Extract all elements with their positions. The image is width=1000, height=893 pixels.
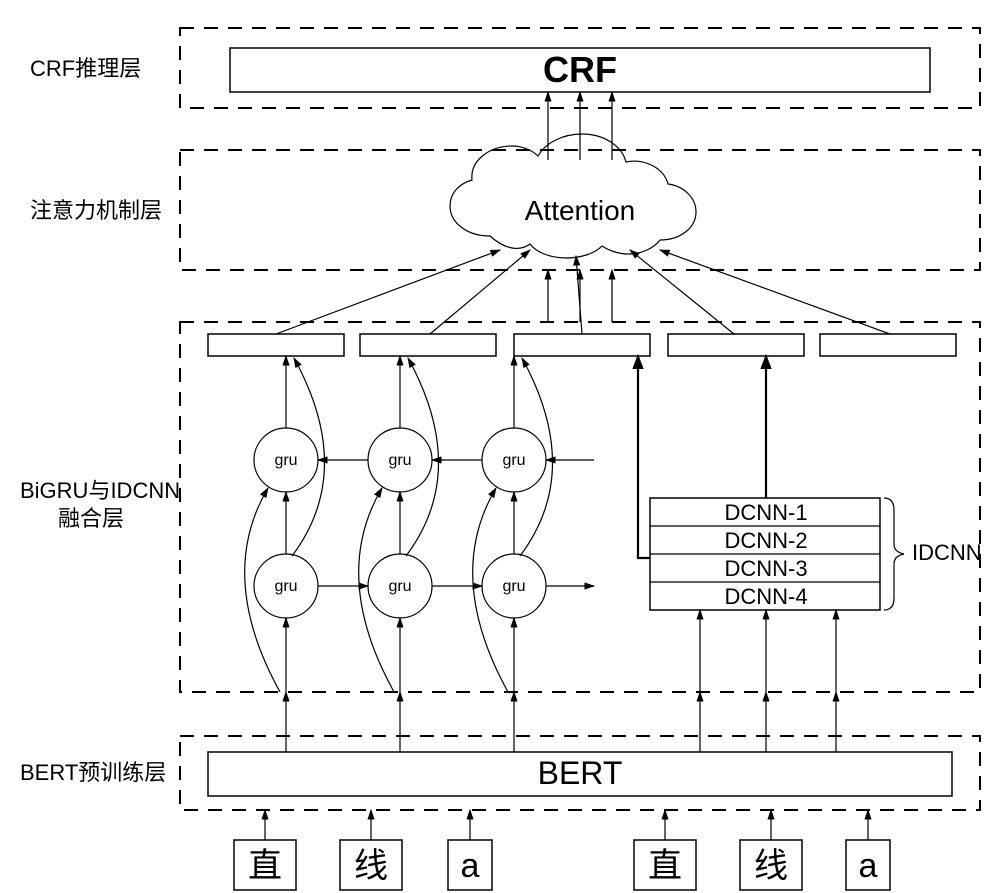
input-tokens: 直线a直线a — [234, 810, 890, 890]
dcnn-row-0: DCNN-1 — [724, 500, 807, 525]
bert-title: BERT — [538, 755, 623, 791]
arrows-attention-to-crf — [548, 92, 612, 160]
svg-text:gru: gru — [274, 452, 297, 469]
fusion-layer-label-1: BiGRU与IDCNN — [20, 478, 180, 503]
output-bars — [208, 334, 956, 356]
arrows-bert-to-fusion — [286, 692, 836, 752]
crf-layer-label: CRF推理层 — [30, 56, 141, 81]
svg-text:线: 线 — [754, 847, 788, 885]
svg-text:gru: gru — [502, 452, 525, 469]
arrows-into-idcnn — [700, 610, 836, 692]
svg-text:a: a — [859, 847, 878, 885]
fusion-layer-label-2: 融合层 — [58, 506, 124, 531]
dcnn-row-1: DCNN-2 — [724, 528, 807, 553]
svg-text:直: 直 — [648, 847, 682, 885]
svg-text:a: a — [461, 847, 480, 885]
idcnn-brace-label: IDCNN — [912, 540, 982, 565]
attention-layer-label: 注意力机制层 — [30, 198, 162, 223]
svg-text:线: 线 — [354, 847, 388, 885]
attention-cloud: Attention — [450, 134, 696, 258]
dcnn-row-2: DCNN-3 — [724, 556, 807, 581]
svg-text:gru: gru — [388, 578, 411, 595]
svg-text:gru: gru — [388, 452, 411, 469]
dcnn-row-3: DCNN-4 — [724, 584, 807, 609]
bert-layer-label: BERT预训练层 — [20, 760, 166, 785]
bigru-group: gru gru gru gru gru gru — [245, 356, 594, 692]
svg-text:gru: gru — [274, 578, 297, 595]
svg-text:直: 直 — [248, 847, 282, 885]
svg-text:gru: gru — [502, 578, 525, 595]
idcnn-group: DCNN-1 DCNN-2 DCNN-3 DCNN-4 IDCNN — [638, 356, 982, 610]
diagram-svg: CRF CRF推理层 注意力机制层 Attention BiGRU与IDCNN … — [0, 0, 1000, 893]
arrows-bars-to-attention — [276, 250, 890, 334]
crf-title: CRF — [543, 49, 617, 90]
attention-label: Attention — [525, 195, 636, 226]
